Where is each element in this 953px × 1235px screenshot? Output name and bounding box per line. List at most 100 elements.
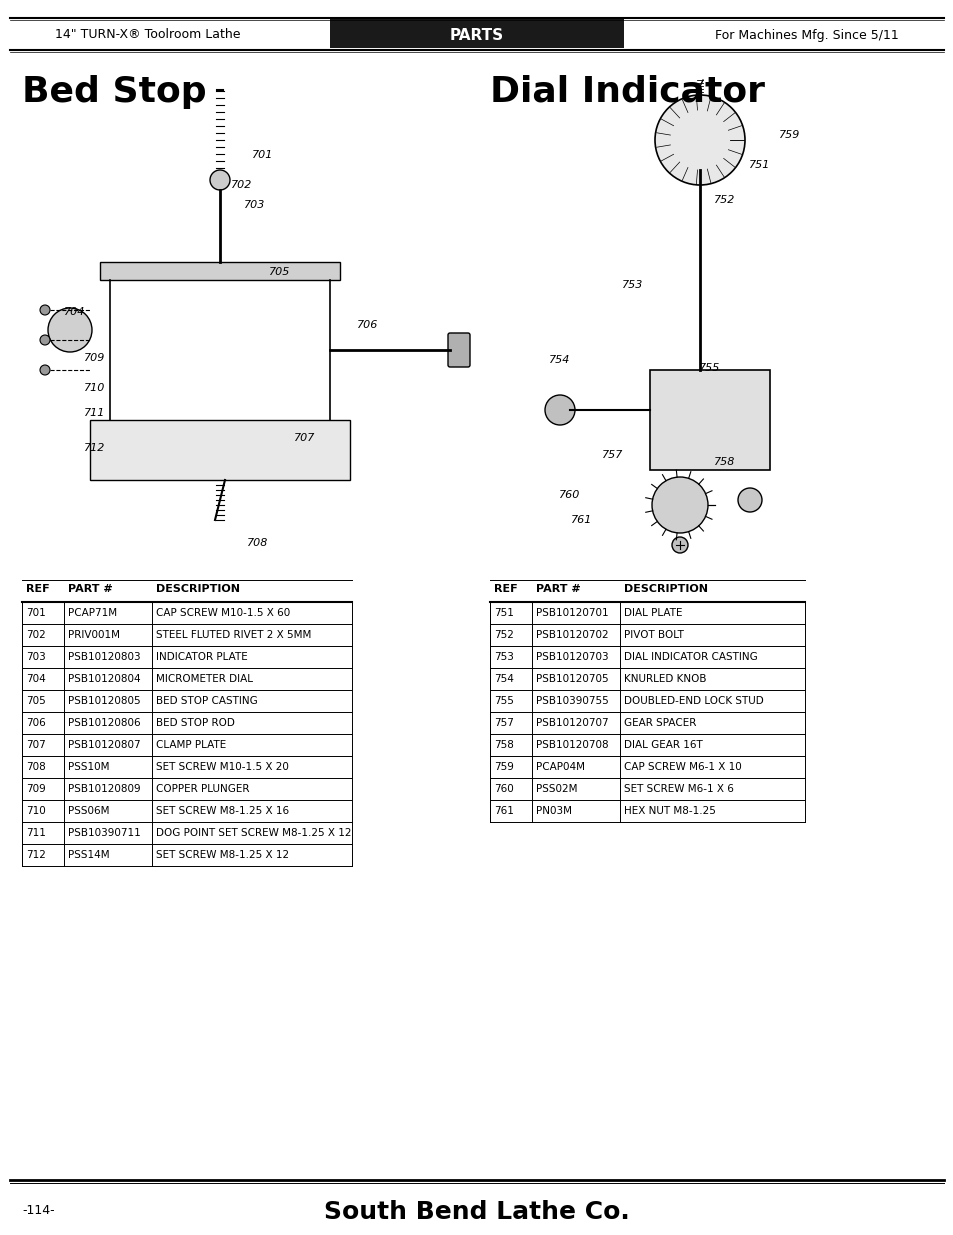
Text: STEEL FLUTED RIVET 2 X 5MM: STEEL FLUTED RIVET 2 X 5MM: [156, 630, 311, 640]
Text: SET SCREW M8-1.25 X 12: SET SCREW M8-1.25 X 12: [156, 850, 289, 860]
Text: HEX NUT M8-1.25: HEX NUT M8-1.25: [623, 806, 715, 816]
Text: PSS10M: PSS10M: [68, 762, 110, 772]
Text: 761: 761: [571, 515, 592, 525]
Text: 757: 757: [494, 718, 514, 727]
Text: PSB10120803: PSB10120803: [68, 652, 140, 662]
Text: 754: 754: [494, 674, 514, 684]
Text: DIAL GEAR 16T: DIAL GEAR 16T: [623, 740, 702, 750]
Circle shape: [40, 335, 50, 345]
Text: 707: 707: [294, 433, 315, 443]
Circle shape: [655, 95, 744, 185]
Text: 709: 709: [84, 353, 106, 363]
Text: 705: 705: [26, 697, 46, 706]
Text: PN03M: PN03M: [536, 806, 572, 816]
Text: MICROMETER DIAL: MICROMETER DIAL: [156, 674, 253, 684]
Text: PSB10120806: PSB10120806: [68, 718, 140, 727]
Text: 758: 758: [494, 740, 514, 750]
Text: PCAP71M: PCAP71M: [68, 608, 117, 618]
Text: PSB10120703: PSB10120703: [536, 652, 608, 662]
Text: SET SCREW M6-1 X 6: SET SCREW M6-1 X 6: [623, 784, 733, 794]
Text: DESCRIPTION: DESCRIPTION: [623, 584, 707, 594]
Text: KNURLED KNOB: KNURLED KNOB: [623, 674, 706, 684]
Text: -114-: -114-: [22, 1203, 54, 1216]
Text: South Bend Lathe Co.: South Bend Lathe Co.: [324, 1200, 629, 1224]
Text: CAP SCREW M6-1 X 10: CAP SCREW M6-1 X 10: [623, 762, 741, 772]
Text: 702: 702: [26, 630, 46, 640]
FancyBboxPatch shape: [100, 262, 339, 280]
Text: 703: 703: [244, 200, 265, 210]
Text: GEAR SPACER: GEAR SPACER: [623, 718, 696, 727]
Text: 708: 708: [247, 538, 269, 548]
Text: 751: 751: [748, 161, 770, 170]
Circle shape: [40, 366, 50, 375]
Circle shape: [48, 308, 91, 352]
Circle shape: [40, 305, 50, 315]
Text: PART #: PART #: [536, 584, 580, 594]
Text: 707: 707: [26, 740, 46, 750]
Text: REF: REF: [494, 584, 517, 594]
Text: 712: 712: [84, 443, 106, 453]
FancyBboxPatch shape: [330, 19, 623, 48]
Text: Dial Indicator: Dial Indicator: [490, 75, 764, 109]
Text: 706: 706: [26, 718, 46, 727]
Text: SET SCREW M10-1.5 X 20: SET SCREW M10-1.5 X 20: [156, 762, 289, 772]
Text: 759: 759: [494, 762, 514, 772]
FancyBboxPatch shape: [649, 370, 769, 471]
Text: PSB10120809: PSB10120809: [68, 784, 140, 794]
Text: PSB10120702: PSB10120702: [536, 630, 608, 640]
Text: 711: 711: [84, 408, 106, 417]
Text: CLAMP PLATE: CLAMP PLATE: [156, 740, 226, 750]
Text: PSB10390755: PSB10390755: [536, 697, 608, 706]
Text: DOG POINT SET SCREW M8-1.25 X 12: DOG POINT SET SCREW M8-1.25 X 12: [156, 827, 351, 839]
Circle shape: [738, 488, 761, 513]
Text: PSB10120807: PSB10120807: [68, 740, 140, 750]
Text: 760: 760: [494, 784, 514, 794]
Text: PCAP04M: PCAP04M: [536, 762, 584, 772]
Text: 703: 703: [26, 652, 46, 662]
Text: PSB10120701: PSB10120701: [536, 608, 608, 618]
Text: PSB10120705: PSB10120705: [536, 674, 608, 684]
Text: DIAL INDICATOR CASTING: DIAL INDICATOR CASTING: [623, 652, 757, 662]
Circle shape: [210, 170, 230, 190]
Text: BED STOP ROD: BED STOP ROD: [156, 718, 234, 727]
Text: PARTS: PARTS: [450, 27, 503, 42]
Text: 704: 704: [26, 674, 46, 684]
Text: 709: 709: [26, 784, 46, 794]
Text: 757: 757: [601, 450, 623, 459]
Text: DIAL PLATE: DIAL PLATE: [623, 608, 681, 618]
Text: DESCRIPTION: DESCRIPTION: [156, 584, 240, 594]
Text: 712: 712: [26, 850, 46, 860]
Text: 753: 753: [494, 652, 514, 662]
Text: 710: 710: [26, 806, 46, 816]
Text: 753: 753: [621, 280, 643, 290]
Text: 752: 752: [714, 195, 735, 205]
Text: PSB10120805: PSB10120805: [68, 697, 140, 706]
Text: 755: 755: [699, 363, 720, 373]
Text: BED STOP CASTING: BED STOP CASTING: [156, 697, 257, 706]
Text: PSB10120707: PSB10120707: [536, 718, 608, 727]
Text: 760: 760: [558, 490, 580, 500]
Text: 758: 758: [714, 457, 735, 467]
Circle shape: [671, 537, 687, 553]
Text: SET SCREW M8-1.25 X 16: SET SCREW M8-1.25 X 16: [156, 806, 289, 816]
Text: 701: 701: [26, 608, 46, 618]
Text: 752: 752: [494, 630, 514, 640]
Text: 761: 761: [494, 806, 514, 816]
Text: 751: 751: [494, 608, 514, 618]
Text: 754: 754: [549, 354, 570, 366]
Text: PRIV001M: PRIV001M: [68, 630, 120, 640]
Text: 706: 706: [357, 320, 378, 330]
Text: INDICATOR PLATE: INDICATOR PLATE: [156, 652, 248, 662]
Text: 711: 711: [26, 827, 46, 839]
Text: 14" TURN-X® Toolroom Lathe: 14" TURN-X® Toolroom Lathe: [55, 28, 240, 42]
Text: 705: 705: [269, 267, 291, 277]
Text: REF: REF: [26, 584, 50, 594]
Text: For Machines Mfg. Since 5/11: For Machines Mfg. Since 5/11: [715, 28, 898, 42]
Circle shape: [544, 395, 575, 425]
Text: CAP SCREW M10-1.5 X 60: CAP SCREW M10-1.5 X 60: [156, 608, 290, 618]
Text: 755: 755: [494, 697, 514, 706]
FancyBboxPatch shape: [90, 420, 350, 480]
Circle shape: [651, 477, 707, 534]
Text: PSS02M: PSS02M: [536, 784, 577, 794]
Text: 704: 704: [64, 308, 86, 317]
